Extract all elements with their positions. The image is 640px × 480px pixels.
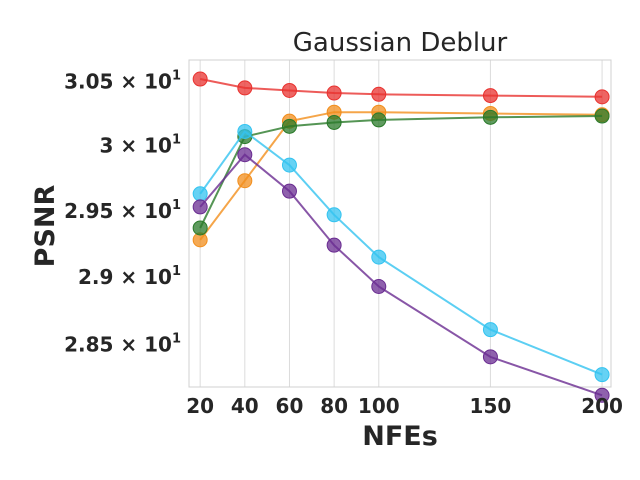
series-layer (192, 71, 610, 403)
y-axis-label: PSNR (30, 184, 61, 267)
plot-frame (188, 59, 612, 388)
data-point (281, 157, 297, 173)
y-tick-exponent: 1 (172, 133, 181, 148)
data-point (371, 86, 387, 102)
data-point (594, 108, 610, 124)
data-point (237, 147, 253, 163)
data-point (237, 173, 253, 189)
y-tick-label: 3 × 101 (100, 133, 181, 158)
series-line (199, 111, 603, 241)
data-point (192, 199, 208, 215)
data-point (371, 249, 387, 265)
y-tick-label: 2.9 × 101 (78, 264, 181, 289)
data-point (326, 85, 342, 101)
x-tick-label: 20 (186, 394, 214, 418)
x-tick-label: 60 (276, 394, 304, 418)
y-tick-mantissa: 3 × 10 (100, 134, 172, 158)
data-point (594, 367, 610, 383)
data-point (326, 207, 342, 223)
data-point (281, 183, 297, 199)
data-point (371, 112, 387, 128)
data-point (371, 279, 387, 295)
data-point (192, 71, 208, 87)
x-tick-label: 150 (470, 394, 512, 418)
data-point (281, 82, 297, 98)
data-point (326, 237, 342, 253)
x-tick-label: 200 (581, 394, 623, 418)
data-point (594, 89, 610, 105)
y-tick-mantissa: 2.9 × 10 (78, 265, 172, 289)
series-line (199, 153, 603, 397)
x-tick-label: 80 (320, 394, 348, 418)
grid-lines (199, 60, 603, 387)
y-tick-mantissa: 2.95 × 10 (64, 199, 172, 223)
data-point (281, 118, 297, 134)
x-tick-labels: 20 40 60 80 100 150 200 (186, 394, 623, 418)
x-axis-label: NFEs (362, 421, 438, 452)
y-tick-exponent: 1 (172, 198, 181, 213)
series-1 (192, 71, 610, 105)
data-point (192, 220, 208, 236)
data-point (237, 80, 253, 96)
data-point (594, 387, 610, 403)
y-tick-exponent: 1 (172, 69, 181, 84)
data-point (237, 123, 253, 139)
chart-title: Gaussian Deblur (293, 28, 508, 58)
series-5 (192, 147, 610, 403)
y-tick-exponent: 1 (172, 264, 181, 279)
series-3 (192, 108, 610, 236)
series-4 (192, 123, 610, 383)
y-tick-label: 2.95 × 101 (64, 198, 181, 223)
y-tick-exponent: 1 (172, 332, 181, 347)
data-point (482, 88, 498, 104)
x-tick-label: 100 (358, 394, 400, 418)
data-point (482, 322, 498, 338)
series-2 (192, 104, 610, 248)
y-tick-label: 3.05 × 101 (64, 69, 181, 94)
data-point (482, 349, 498, 365)
series-line (199, 115, 603, 229)
y-tick-label: 2.85 × 101 (64, 332, 181, 357)
y-tick-mantissa: 3.05 × 10 (64, 70, 172, 94)
data-point (192, 186, 208, 202)
x-tick-label: 40 (231, 394, 259, 418)
y-tick-mantissa: 2.85 × 10 (64, 333, 172, 357)
series-line (200, 78, 603, 98)
data-point (482, 109, 498, 125)
data-point (326, 114, 342, 130)
